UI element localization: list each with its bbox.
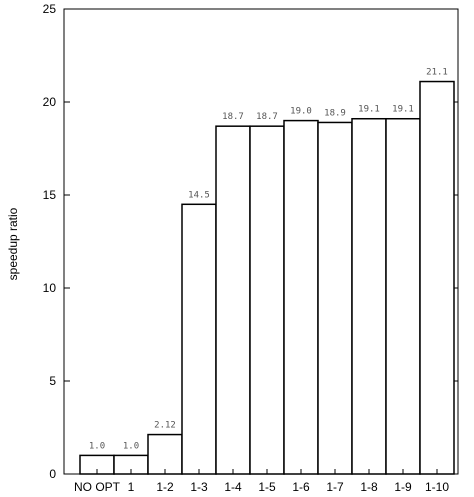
bar	[147, 433, 183, 475]
data-label: 18.7	[256, 112, 278, 122]
x-tick-label: 1-3	[190, 480, 208, 494]
bar	[249, 125, 285, 475]
data-label: 2.12	[154, 421, 176, 431]
x-tick-label: 1-6	[292, 480, 310, 494]
y-tick-label: 15	[43, 188, 57, 202]
x-tick-label: 1-5	[258, 480, 276, 494]
y-tick-label: 25	[43, 2, 57, 16]
x-tick-label: 1	[128, 480, 135, 494]
data-label: 18.9	[324, 108, 346, 118]
y-tick-label: 10	[43, 281, 57, 295]
data-label: 18.7	[222, 112, 244, 122]
x-tick-label: NO OPT	[74, 480, 121, 494]
bar	[283, 119, 319, 475]
x-tick-label: 1-9	[394, 480, 412, 494]
data-label: 14.5	[188, 190, 210, 200]
data-label: 21.1	[426, 68, 448, 78]
x-tick-label: 1-8	[360, 480, 378, 494]
y-tick-label: 5	[49, 374, 56, 388]
bar	[385, 117, 421, 475]
data-label: 19.1	[392, 105, 414, 115]
bar	[351, 117, 387, 475]
y-tick-label: 20	[43, 95, 57, 109]
data-label: 19.1	[358, 105, 380, 115]
x-tick-label: 1-4	[224, 480, 242, 494]
y-tick-label: 0	[49, 467, 56, 481]
x-tick-label: 1-7	[326, 480, 344, 494]
bar	[181, 203, 217, 475]
data-label: 19.0	[290, 107, 312, 117]
x-tick-label: 1-2	[156, 480, 174, 494]
bar	[317, 121, 353, 475]
x-tick-label: 1-10	[425, 480, 449, 494]
data-label: 1.0	[123, 441, 139, 451]
y-axis-title: speedup ratio	[6, 207, 20, 280]
bar	[419, 80, 455, 475]
bar	[215, 125, 251, 475]
data-label: 1.0	[89, 441, 105, 451]
